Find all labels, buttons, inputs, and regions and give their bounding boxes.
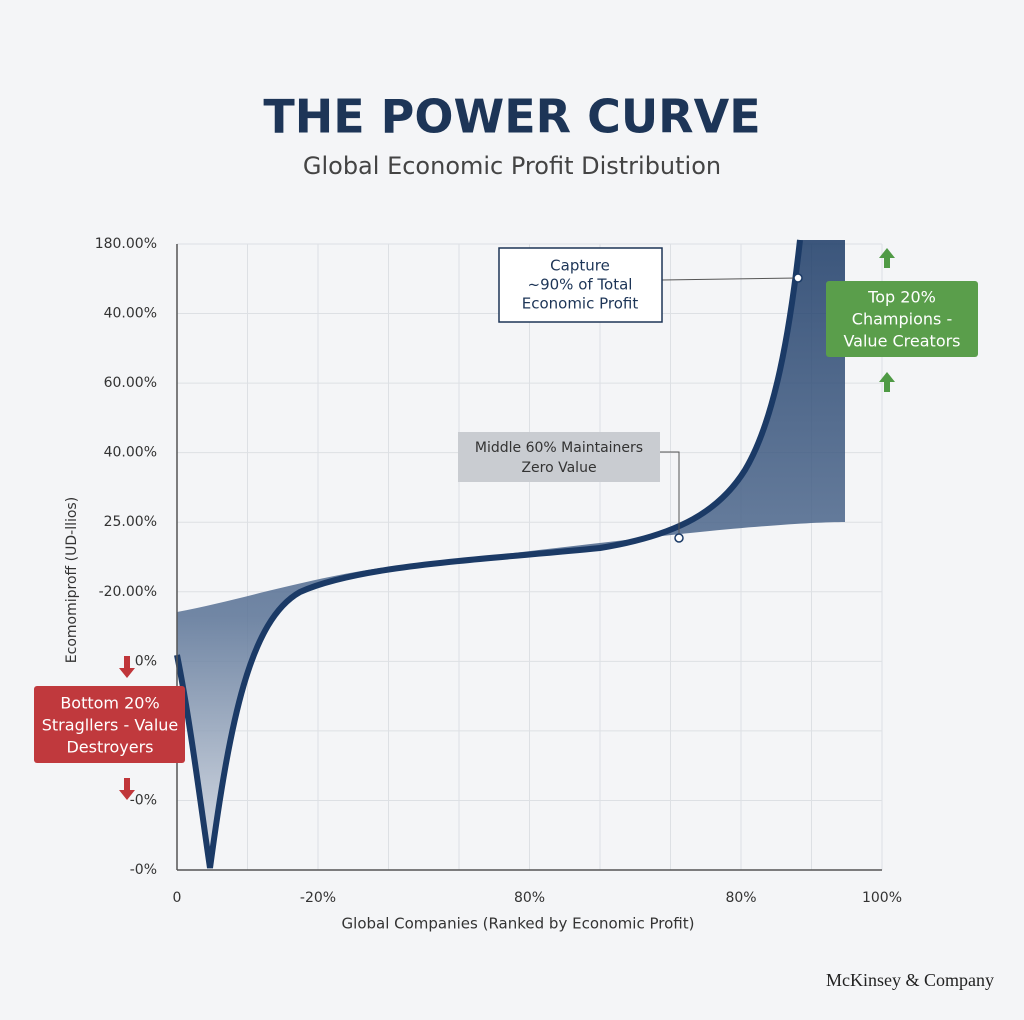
annotation-text: Economic Profit <box>522 295 639 313</box>
leader-line <box>660 451 680 538</box>
capture-box <box>498 247 663 323</box>
x-tick-label: 100% <box>862 890 902 906</box>
annotation-text: Destroyers <box>66 738 153 757</box>
annotation-text: Capture <box>550 257 610 275</box>
annotation-text: Stragllers - Value <box>42 716 179 735</box>
annotation-text: Middle 60% Maintainers <box>475 440 643 456</box>
y-tick-label: -0% <box>130 792 157 808</box>
y-tick-label: -20.00% <box>99 584 157 600</box>
x-tick-label: 0 <box>173 890 182 906</box>
y-tick-label: 40.00% <box>104 306 157 322</box>
marker <box>674 533 684 543</box>
annotation-text: Zero Value <box>521 460 596 476</box>
annotation-text: Value Creators <box>843 332 960 351</box>
middle-box <box>458 432 660 482</box>
y-tick-label: 60.00% <box>104 375 157 391</box>
brand: McKinsey & Company <box>826 970 994 990</box>
leader-line <box>661 277 799 281</box>
x-tick-label: -20% <box>300 890 336 906</box>
bottom-box <box>34 686 185 763</box>
subtitle: Global Economic Profit Distribution <box>303 152 721 180</box>
power-curve <box>174 239 803 869</box>
arrow-up <box>879 372 895 392</box>
annotation-text: Champions - <box>852 310 952 329</box>
y-tick-label: 40.00% <box>104 445 157 461</box>
title: THE POWER CURVE <box>263 90 760 144</box>
annotation-text: Bottom 20% <box>60 694 159 713</box>
y-tick-label: -0% <box>130 862 157 878</box>
arrow-down <box>119 656 135 678</box>
arrow-up <box>879 248 895 268</box>
marker <box>793 273 803 283</box>
x-tick-label: 80% <box>514 890 545 906</box>
x-tick-label: 80% <box>725 890 756 906</box>
arrow-down <box>119 778 135 800</box>
y-tick-label: 25.00% <box>104 514 157 530</box>
annotation-text: ~90% of Total <box>528 276 633 294</box>
y-tick-label: 0% <box>135 653 157 669</box>
top-box <box>826 281 978 357</box>
x-axis-title: Global Companies (Ranked by Economic Pro… <box>342 915 695 933</box>
y-axis-title: Ecomomiproff (UD-llios) <box>64 497 80 663</box>
y-tick-label: 180.00% <box>95 236 157 252</box>
annotation-text: Top 20% <box>867 288 936 307</box>
